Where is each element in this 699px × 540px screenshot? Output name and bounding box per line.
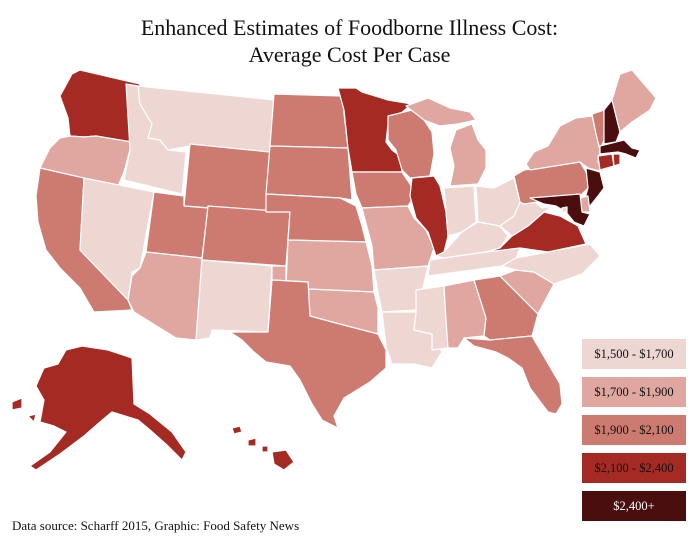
state-hi bbox=[231, 425, 295, 471]
state-dc bbox=[561, 206, 568, 213]
source-caption: Data source: Scharff 2015, Graphic: Food… bbox=[12, 518, 300, 533]
state-va bbox=[485, 211, 587, 253]
state-ak bbox=[29, 345, 187, 471]
title-line-2: Average Cost Per Case bbox=[248, 42, 451, 67]
state-nd bbox=[269, 93, 349, 149]
state-me bbox=[611, 69, 657, 133]
state-co bbox=[201, 205, 291, 267]
state-fl bbox=[463, 335, 563, 415]
map-title: Enhanced Estimates of Foodborne Illness … bbox=[0, 14, 699, 68]
state-nc bbox=[501, 243, 601, 285]
legend-label: $1,700 - $1,900 bbox=[594, 384, 674, 399]
legend-item-2: $1,700 - $1,900 bbox=[582, 377, 686, 407]
state-or bbox=[39, 135, 133, 187]
state-wy bbox=[183, 143, 271, 213]
legend-label: $2,400+ bbox=[613, 498, 655, 513]
state-nj bbox=[583, 167, 605, 207]
state-nm bbox=[195, 259, 273, 341]
state-ia bbox=[351, 171, 417, 209]
legend-label: $1,500 - $1,700 bbox=[594, 346, 674, 361]
legend-item-4: $2,100 - $2,400 bbox=[582, 453, 686, 483]
state-tx bbox=[229, 279, 387, 429]
legend-label: $1,900 - $2,100 bbox=[594, 422, 674, 437]
legend-item-5: $2,400+ bbox=[582, 491, 686, 521]
state-ma bbox=[599, 139, 641, 159]
state-tn bbox=[427, 247, 521, 277]
legend-label: $2,100 - $2,400 bbox=[594, 460, 674, 475]
state-ny bbox=[525, 115, 605, 173]
state-mi bbox=[449, 123, 487, 187]
title-line-1: Enhanced Estimates of Foodborne Illness … bbox=[140, 15, 559, 40]
legend-item-3: $1,900 - $2,100 bbox=[582, 415, 686, 445]
legend-item-1: $1,500 - $1,700 bbox=[582, 339, 686, 369]
state-sd bbox=[265, 145, 353, 201]
state-ak-islands bbox=[11, 397, 37, 423]
state-ct bbox=[597, 153, 615, 171]
state-ri bbox=[612, 153, 621, 167]
state-md bbox=[529, 193, 591, 227]
state-mn bbox=[337, 87, 413, 173]
legend: $1,500 - $1,700 $1,700 - $1,900 $1,900 -… bbox=[582, 339, 686, 529]
state-mi-up bbox=[405, 97, 477, 127]
